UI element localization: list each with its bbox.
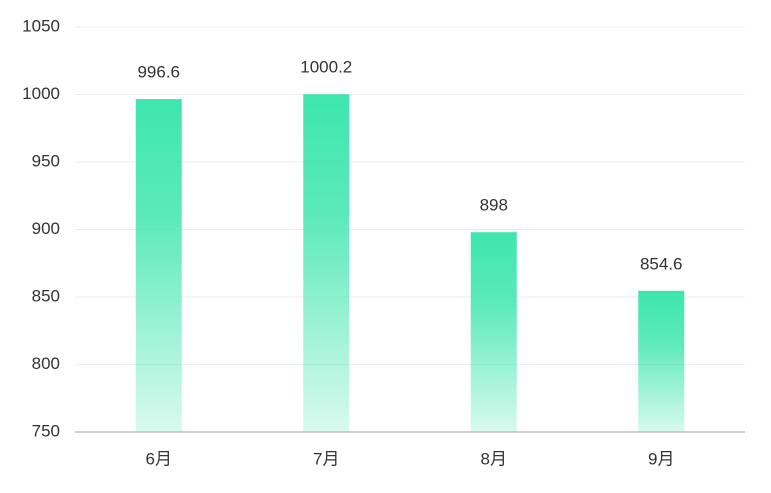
data-label: 1000.2	[300, 58, 352, 77]
y-tick-label: 950	[32, 151, 60, 170]
bar	[303, 94, 350, 432]
x-tick-label: 9月	[648, 449, 674, 468]
bar	[638, 290, 685, 432]
x-tick-label: 8月	[481, 449, 507, 468]
x-tick-label: 6月	[146, 449, 172, 468]
y-tick-label: 900	[32, 219, 60, 238]
data-label: 996.6	[137, 63, 180, 82]
y-tick-label: 750	[32, 421, 60, 440]
bar	[135, 99, 182, 432]
data-label: 854.6	[640, 254, 683, 273]
y-tick-label: 1000	[22, 84, 60, 103]
y-tick-label: 800	[32, 354, 60, 373]
bar	[470, 232, 517, 432]
y-tick-label: 1050	[22, 16, 60, 35]
y-tick-label: 850	[32, 286, 60, 305]
x-tick-label: 7月	[313, 449, 339, 468]
data-label: 898	[480, 196, 508, 215]
